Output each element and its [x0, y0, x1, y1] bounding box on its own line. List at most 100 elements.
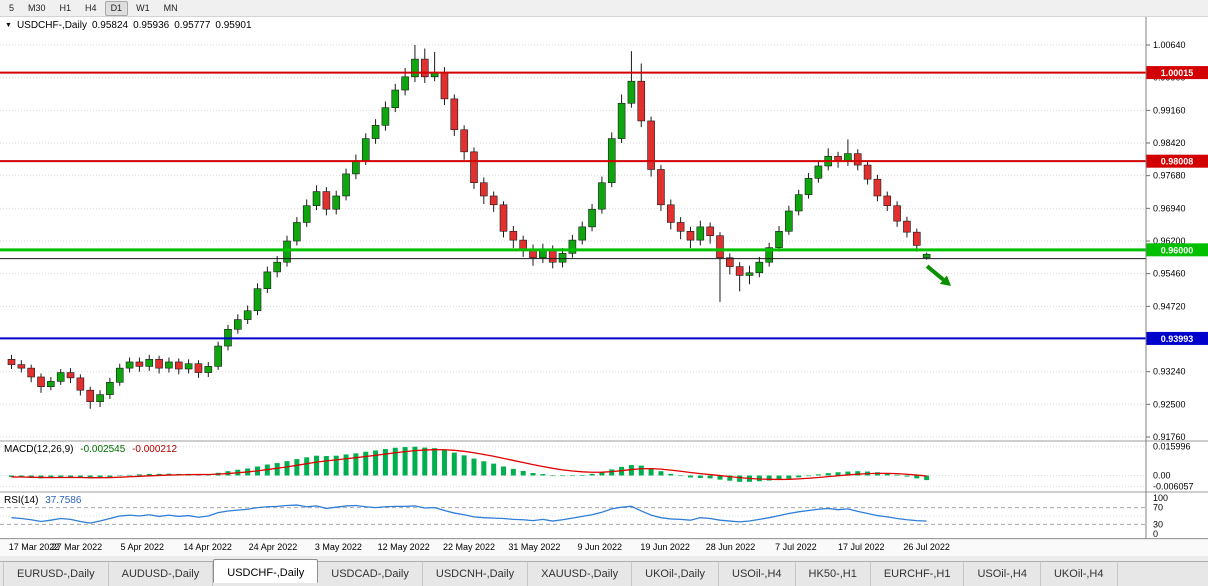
macd-histogram-bar — [392, 447, 398, 476]
bear-candle — [27, 367, 35, 378]
macd-histogram-bar — [501, 466, 506, 476]
macd-signal-value: -0.000212 — [132, 444, 178, 455]
bear-candle — [86, 389, 95, 402]
rsi-name: RSI(14) — [4, 495, 39, 506]
timeframe-button-mn[interactable]: MN — [163, 2, 178, 13]
bull-candle — [745, 272, 754, 276]
bull-candle — [234, 319, 242, 330]
macd-histogram-bar — [117, 475, 123, 477]
macd-histogram-bar — [48, 475, 54, 479]
bull-candle — [165, 361, 173, 369]
macd-histogram-bar — [9, 475, 14, 477]
bear-candle — [666, 204, 675, 223]
price-level-badge — [1146, 66, 1208, 80]
macd-histogram-bar — [638, 465, 644, 476]
bull-candle — [312, 191, 321, 206]
bull-candle — [381, 107, 390, 126]
macd-histogram-bar — [894, 474, 900, 476]
macd-histogram-bar — [668, 473, 674, 476]
chart-tab[interactable]: USDCHF-,Daily — [213, 559, 319, 583]
macd-histogram-bar — [884, 473, 890, 476]
bear-candle — [7, 359, 16, 365]
bull-candle — [401, 76, 409, 91]
chart-tab[interactable]: USOil-,H4 — [964, 562, 1041, 586]
bear-candle — [863, 164, 872, 180]
timeframe-button-d1[interactable]: D1 — [104, 0, 129, 16]
macd-histogram-bar — [323, 456, 329, 476]
macd-histogram-bar — [717, 475, 723, 480]
macd-name: MACD(12,26,9) — [4, 444, 74, 455]
macd-histogram-bar — [471, 458, 477, 476]
chart-tab[interactable]: UKOil-,Daily — [632, 562, 720, 586]
time-axis[interactable]: 17 Mar 2022 27 Mar 2022 5 Apr 2022 14 Apr 2… — [0, 540, 1208, 556]
macd-histogram-bar — [107, 475, 113, 477]
bull-candle — [263, 271, 272, 289]
macd-histogram-bar — [451, 452, 457, 476]
chart-symbol-label: USDCHF-,Daily — [16, 20, 87, 31]
timeframe-button-h4[interactable]: H4 — [85, 2, 97, 13]
macd-histogram-bar — [579, 474, 585, 476]
macd-histogram-bar — [727, 475, 733, 481]
bull-candle — [696, 226, 705, 241]
macd-histogram-bar — [569, 475, 575, 477]
chart-tab[interactable]: USDCNH-,Daily — [422, 562, 529, 586]
bull-candle — [371, 125, 380, 139]
down-arrow-head — [939, 275, 952, 287]
timeframe-button-w1[interactable]: W1 — [136, 2, 150, 13]
bull-candle — [253, 288, 262, 312]
chart-tab[interactable]: AUDUSD-,Daily — [108, 562, 214, 586]
chart-header: ▼ USDCHF-,Daily 0.95824 0.95936 0.95777 … — [5, 20, 252, 31]
macd-histogram-bar — [402, 447, 408, 476]
bull-candle — [56, 372, 65, 382]
macd-histogram-bar — [333, 455, 339, 476]
macd-histogram-bar — [687, 475, 693, 478]
time-axis-label: 12 May 2022 — [377, 542, 430, 552]
ohlc-open: 0.95824 — [91, 20, 129, 31]
chart-tab[interactable]: HK50-,H1 — [795, 562, 871, 586]
time-axis-label: 31 May 2022 — [508, 542, 561, 552]
bear-candle — [440, 72, 449, 100]
macd-histogram-bar — [363, 451, 369, 476]
chart-tab[interactable]: USOil-,H4 — [719, 562, 796, 586]
bear-candle — [637, 80, 646, 122]
price-axis-label: 0.95460 — [1153, 269, 1186, 279]
down-arrow-line[interactable] — [925, 264, 945, 282]
price-axis-label: 1.00640 — [1153, 40, 1186, 50]
bull-candle — [627, 80, 636, 104]
collapse-arrow-icon[interactable]: ▼ — [5, 22, 12, 29]
macd-histogram-bar — [825, 473, 831, 476]
macd-histogram-bar — [294, 459, 300, 476]
bull-candle — [765, 247, 773, 263]
chart-canvas[interactable]: 1.006400.999000.991600.984200.976800.969… — [0, 17, 1208, 539]
ohlc-low: 0.95777 — [174, 20, 211, 31]
bear-candle — [420, 58, 429, 78]
bull-candle — [125, 361, 134, 369]
chart-tab[interactable]: EURUSD-,Daily — [3, 562, 109, 586]
chart-tab[interactable]: XAUUSD-,Daily — [528, 562, 633, 586]
bear-candle — [489, 195, 498, 206]
timeframe-button-h1[interactable]: H1 — [59, 2, 72, 13]
timeframe-button-5[interactable]: 5 — [9, 2, 15, 13]
macd-histogram-bar — [835, 472, 841, 476]
bear-candle — [194, 363, 203, 373]
chart-tab[interactable]: USDCAD-,Daily — [318, 562, 423, 586]
rsi-line — [11, 504, 927, 524]
bear-candle — [480, 182, 488, 197]
bear-candle — [716, 235, 724, 259]
chart-tab[interactable]: UKOil-,H4 — [1040, 562, 1118, 586]
time-axis-label: 19 Jun 2022 — [640, 542, 690, 552]
bear-candle — [470, 151, 478, 184]
macd-histogram-bar — [806, 475, 812, 477]
macd-histogram-bar — [274, 463, 280, 476]
bull-candle — [755, 261, 764, 274]
bull-candle — [775, 230, 783, 248]
bull-candle — [578, 226, 587, 241]
ohlc-high: 0.95936 — [133, 20, 170, 31]
bear-candle — [450, 98, 459, 131]
chart-window[interactable]: 1.006400.999000.991600.984200.976800.969… — [0, 17, 1208, 539]
macd-histogram-bar — [136, 474, 142, 476]
macd-histogram-bar — [845, 471, 851, 476]
price-axis-label: 0.92500 — [1153, 399, 1186, 409]
chart-tab[interactable]: EURCHF-,H1 — [870, 562, 965, 586]
timeframe-button-m30[interactable]: M30 — [28, 2, 46, 13]
